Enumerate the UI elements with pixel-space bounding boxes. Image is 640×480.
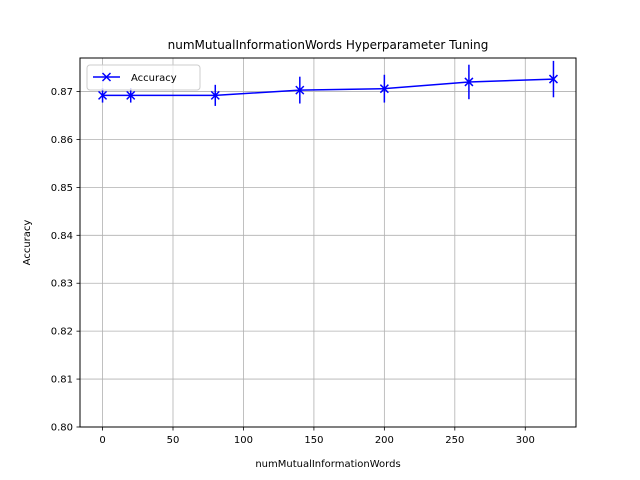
data-point-x-stroke	[126, 90, 136, 100]
chart-title: numMutualInformationWords Hyperparameter…	[168, 38, 489, 52]
y-tick-label: 0.87	[51, 87, 73, 98]
legend-box	[86, 64, 201, 91]
x-tick-label: 50	[167, 435, 180, 446]
y-tick-label: 0.82	[51, 327, 73, 338]
data-point	[464, 77, 474, 87]
y-tick-label: 0.83	[51, 279, 73, 290]
data-point-x-stroke	[548, 74, 558, 84]
legend-marker-stroke	[101, 72, 112, 82]
data-point	[210, 90, 220, 100]
data-point	[98, 90, 108, 100]
axes: 0 50 100 150 200 250 300 0.80 0.81 0.82 0.83 0.84 0.…	[51, 87, 535, 446]
y-tick-label: 0.84	[51, 231, 73, 242]
data-point-x-stroke	[379, 84, 389, 94]
x-tick-label: 250	[445, 435, 464, 446]
plot-frame	[79, 57, 577, 428]
data-point	[126, 90, 136, 100]
legend-label: Accuracy	[131, 73, 177, 84]
data-point-x-stroke	[210, 90, 220, 100]
data-point	[379, 84, 389, 94]
y-axis-title: Accuracy	[22, 220, 33, 266]
x-tick-label: 300	[516, 435, 535, 446]
legend-marker-x	[101, 72, 112, 82]
data-point-x-stroke	[464, 77, 474, 87]
y-tick-label: 0.85	[51, 183, 73, 194]
data-point	[548, 74, 558, 84]
x-tick-label: 150	[304, 435, 323, 446]
y-tick-label: 0.81	[51, 375, 73, 386]
x-tick-label: 200	[375, 435, 394, 446]
series-layer	[98, 60, 558, 106]
data-point-x-stroke	[98, 90, 108, 100]
x-tick-label: 100	[234, 435, 253, 446]
x-tick-label: 0	[99, 435, 105, 446]
y-tick-label: 0.80	[51, 423, 73, 434]
x-axis-title: numMutualInformationWords	[255, 459, 400, 470]
data-point-x-stroke	[295, 85, 305, 95]
y-tick-label: 0.86	[51, 135, 73, 146]
data-point	[295, 85, 305, 95]
legend: Accuracy	[86, 64, 201, 91]
